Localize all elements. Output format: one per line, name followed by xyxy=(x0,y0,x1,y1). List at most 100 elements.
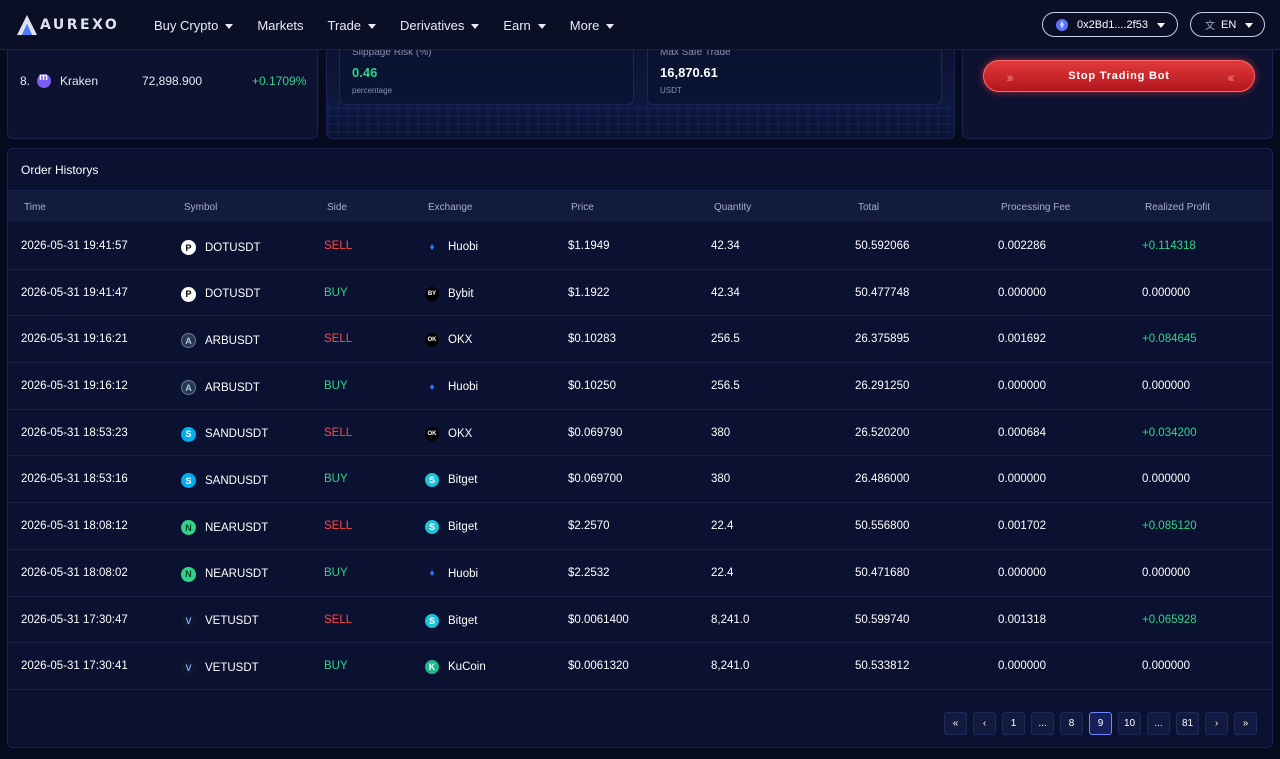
menu-more[interactable]: More xyxy=(570,18,615,33)
stat-label: Max Safe Trade xyxy=(660,47,731,58)
table-row[interactable]: 2026-05-31 19:16:21 A ARBUSDT SELL OK OKX $0.1… xyxy=(8,316,1272,364)
column-header-side: Side xyxy=(327,202,348,213)
cell-total: 50.471680 xyxy=(855,566,910,579)
cell-exchange: OK OKX xyxy=(425,333,472,348)
column-header-price: Price xyxy=(571,202,594,213)
table-row[interactable]: 2026-05-31 19:16:12 A ARBUSDT BUY ♦ Huobi $0.1… xyxy=(8,363,1272,410)
cell-total: 50.556800 xyxy=(855,520,910,533)
stat-unit: percentage xyxy=(352,86,393,95)
page-button-81[interactable]: 81 xyxy=(1176,712,1199,735)
exchange-label: Huobi xyxy=(448,241,479,253)
risk-stats-panel: Slippage Risk (%) 0.46 percentage Max Sa… xyxy=(326,40,955,139)
table-row[interactable]: 2026-05-31 19:41:47 P DOTUSDT BUY BY Bybit $1.… xyxy=(8,270,1272,317)
stat-label: Slippage Risk (%) xyxy=(352,47,432,58)
cell-processing-fee: 0.000000 xyxy=(998,660,1046,673)
cell-price: $0.069700 xyxy=(568,473,623,486)
wallet-address: 0x2Bd1....2f53 xyxy=(1077,18,1148,31)
translate-icon: 文 xyxy=(1205,21,1215,32)
bitget-exchange-icon: S xyxy=(425,520,439,535)
menu-label: Trade xyxy=(327,17,362,33)
symbol-label: NEARUSDT xyxy=(205,568,269,581)
huobi-exchange-icon: ♦ xyxy=(429,568,435,580)
menu-trade[interactable]: Trade xyxy=(327,17,377,33)
last-page-button[interactable]: » xyxy=(1234,712,1257,735)
next-page-button[interactable]: › xyxy=(1205,712,1228,735)
exchange-price: 72,898.900 xyxy=(142,74,203,88)
cell-side: BUY xyxy=(324,286,348,299)
table-header: Time Symbol Side Exchange Price Quantity… xyxy=(8,190,1272,222)
page-button-9[interactable]: 9 xyxy=(1089,712,1112,735)
menu-earn[interactable]: Earn xyxy=(503,18,546,33)
cell-price: $0.10283 xyxy=(568,333,616,346)
page-button-10[interactable]: 10 xyxy=(1118,712,1141,735)
table-row[interactable]: 2026-05-31 18:53:16 S SANDUSDT BUY S Bitget $0… xyxy=(8,456,1272,504)
language-selector[interactable]: 文 EN xyxy=(1190,12,1265,37)
cell-side: SELL xyxy=(324,613,353,626)
cell-total: 50.533812 xyxy=(855,660,910,673)
sand-coin-icon: S xyxy=(181,426,196,442)
cell-time: 2026-05-31 17:30:47 xyxy=(21,613,128,626)
cell-quantity: 8,241.0 xyxy=(711,660,750,673)
near-coin-icon: N xyxy=(181,566,196,582)
table-row[interactable]: 2026-05-31 18:53:23 S SANDUSDT SELL OK OKX $0.… xyxy=(8,410,1272,457)
wallet-button[interactable]: 0x2Bd1....2f53 xyxy=(1042,12,1178,37)
cell-price: $0.0061400 xyxy=(568,613,629,626)
exchange-label: Bitget xyxy=(448,474,478,487)
cell-exchange: ♦ Huobi xyxy=(425,240,478,254)
cell-side: SELL xyxy=(324,240,353,252)
cell-time: 2026-05-31 18:53:23 xyxy=(21,426,128,439)
symbol-label: ARBUSDT xyxy=(205,334,260,347)
cell-price: $0.0061320 xyxy=(568,660,629,673)
menu-markets[interactable]: Markets xyxy=(257,18,303,33)
cell-exchange: OK OKX xyxy=(425,426,472,441)
cell-price: $0.10250 xyxy=(568,380,616,393)
ranking-row[interactable]: 8. Kraken 72,898.900 +0.1709% xyxy=(20,72,310,88)
cell-side: SELL xyxy=(324,333,353,346)
cell-side: BUY xyxy=(324,660,348,673)
cell-side: SELL xyxy=(324,520,353,533)
dot-coin-icon: P xyxy=(181,240,196,255)
stop-trading-bot-button[interactable]: ››› Stop Trading Bot ‹‹‹ xyxy=(983,60,1255,92)
table-row[interactable]: 2026-05-31 17:30:41 V VETUSDT BUY K KuCoin $0.… xyxy=(8,643,1272,690)
exchange-label: Bitget xyxy=(448,614,478,627)
chevron-down-icon xyxy=(606,23,615,29)
prev-page-button[interactable]: ‹ xyxy=(973,712,996,735)
cell-realized-profit: 0.000000 xyxy=(1142,660,1190,673)
stat-value: 0.46 xyxy=(352,65,378,80)
table-row[interactable]: 2026-05-31 18:08:02 N NEARUSDT BUY ♦ Huobi $2.… xyxy=(8,550,1272,597)
cell-quantity: 42.34 xyxy=(711,286,740,299)
cell-symbol: A ARBUSDT xyxy=(181,333,260,349)
table-row[interactable]: 2026-05-31 17:30:47 V VETUSDT SELL S Bitget $0… xyxy=(8,597,1272,644)
cell-symbol: S SANDUSDT xyxy=(181,426,268,442)
cell-symbol: V VETUSDT xyxy=(181,660,259,676)
symbol-label: VETUSDT xyxy=(205,615,259,627)
menu-label: More xyxy=(569,17,600,33)
cell-processing-fee: 0.000000 xyxy=(998,566,1046,579)
cell-realized-profit: +0.065928 xyxy=(1142,613,1197,626)
column-header-quantity: Quantity xyxy=(714,202,752,213)
cell-exchange: BY Bybit xyxy=(425,286,474,301)
price-change: +0.1709% xyxy=(252,74,307,88)
page-button-1[interactable]: 1 xyxy=(1002,712,1025,735)
page-ellipsis: ... xyxy=(1147,712,1170,735)
menu-buy-crypto[interactable]: Buy Crypto xyxy=(154,18,234,33)
table-row[interactable]: 2026-05-31 19:41:57 P DOTUSDT SELL ♦ Huobi $1.… xyxy=(8,223,1272,270)
chevron-right-icon: ››› xyxy=(1006,69,1014,85)
exchange-label: Bitget xyxy=(448,521,478,534)
table-row[interactable]: 2026-05-31 18:08:12 N NEARUSDT SELL S Bitget $… xyxy=(8,503,1272,550)
ethereum-icon xyxy=(1056,18,1068,31)
menu-derivatives[interactable]: Derivatives xyxy=(400,18,480,33)
cell-realized-profit: 0.000000 xyxy=(1142,566,1190,579)
cell-side: BUY xyxy=(324,473,348,486)
cell-processing-fee: 0.001318 xyxy=(998,613,1046,626)
cell-time: 2026-05-31 19:41:57 xyxy=(21,240,128,252)
brand-logo[interactable]: AUREXO xyxy=(16,14,119,36)
cell-realized-profit: 0.000000 xyxy=(1142,380,1190,393)
page-button-8[interactable]: 8 xyxy=(1060,712,1083,735)
cell-realized-profit: +0.114318 xyxy=(1142,240,1196,252)
first-page-button[interactable]: « xyxy=(944,712,967,735)
huobi-exchange-icon: ♦ xyxy=(429,381,435,393)
cell-total: 50.477748 xyxy=(855,286,910,299)
cell-time: 2026-05-31 19:41:47 xyxy=(21,286,128,299)
cell-processing-fee: 0.001702 xyxy=(998,520,1046,533)
